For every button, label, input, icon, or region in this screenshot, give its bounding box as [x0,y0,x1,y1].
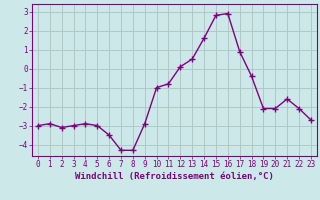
X-axis label: Windchill (Refroidissement éolien,°C): Windchill (Refroidissement éolien,°C) [75,172,274,181]
